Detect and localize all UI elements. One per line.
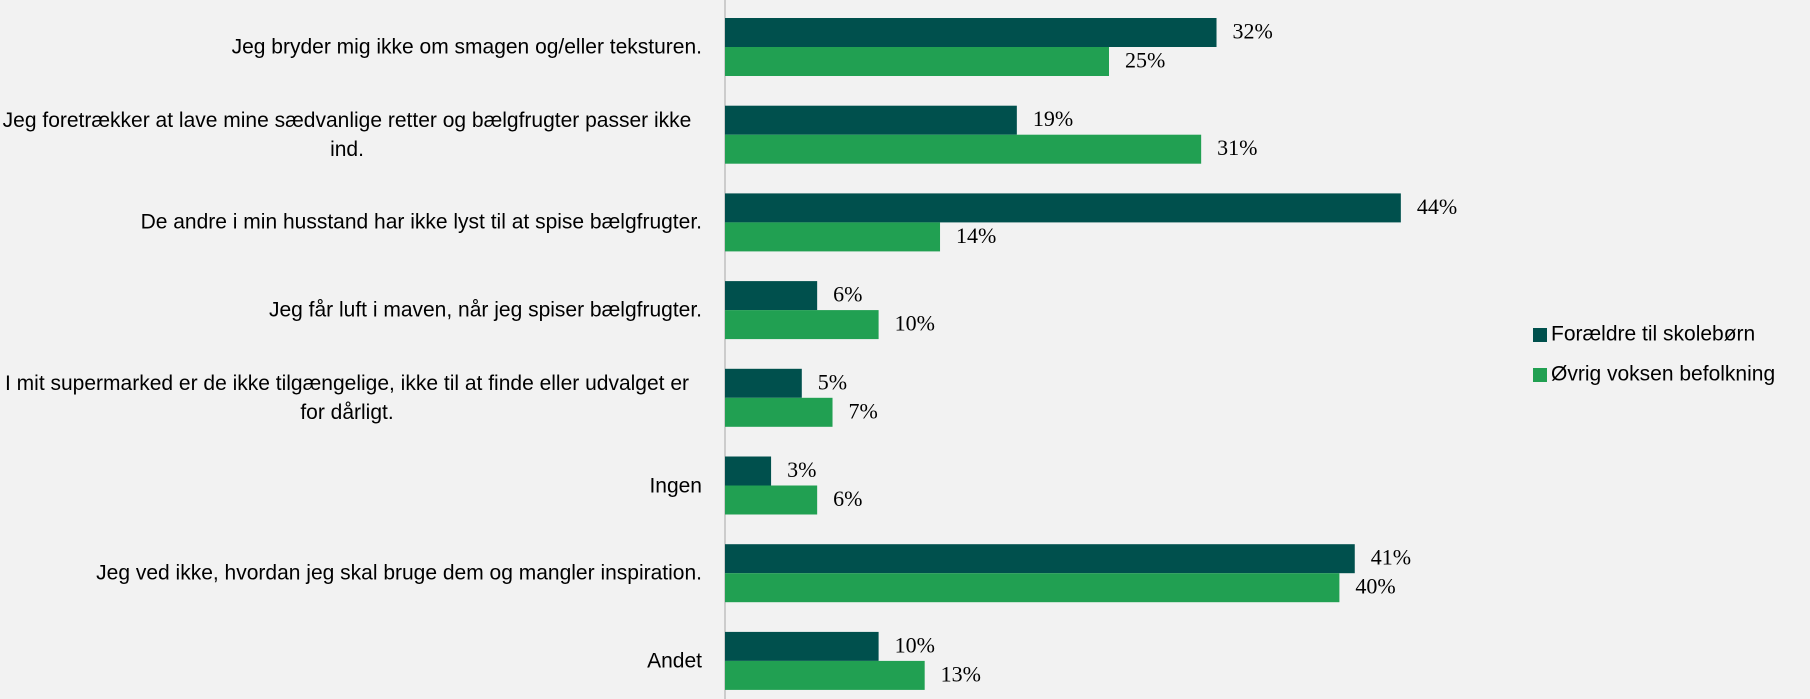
category-label: Jeg foretrækker at lave mine sædvanlige … [0,106,702,164]
value-label: 5% [818,369,847,394]
bar [725,660,925,690]
bar [725,18,1217,47]
value-label: 25% [1125,48,1165,73]
bar [725,281,818,311]
bar [725,134,1202,164]
bar [725,544,1355,574]
value-label: 44% [1417,194,1457,219]
category-text: Jeg får luft i maven, når jeg spiser bæl… [268,298,702,322]
value-label: 13% [941,661,981,686]
legend-label: Forældre til skolebørn [1551,323,1755,346]
bar [725,47,1109,76]
bar [725,573,1340,603]
bar [725,310,879,340]
value-label: 40% [1355,574,1395,599]
category-text: Jeg ved ikke, hvordan jeg skal bruge dem… [96,561,702,585]
category-label: Jeg får luft i maven, når jeg spiser bæl… [0,296,702,325]
legend-label: Øvrig voksen befolkning [1551,363,1775,386]
value-label: 10% [895,632,935,657]
value-label: 6% [833,486,862,511]
value-label: 14% [956,223,996,248]
bar [725,222,941,252]
category-label: I mit supermarked er de ikke tilgængelig… [0,369,702,427]
bar [725,631,879,661]
bar [725,368,802,398]
category-label: Andet [0,646,702,675]
category-text: Ingen [649,474,702,497]
category-label: Ingen [0,471,702,500]
bar [725,193,1401,223]
value-label: 3% [787,457,816,482]
category-text: De andre i min husstand har ikke lyst ti… [140,210,702,234]
bar [725,456,772,486]
category-text: Jeg bryder mig ikke om smagen og/eller t… [231,35,702,59]
legend-swatch [1533,368,1547,382]
category-text: Andet [647,649,702,673]
category-text: I mit supermarked er de ikke tilgængelig… [5,371,689,424]
value-label: 41% [1371,545,1411,570]
category-text: Jeg foretrækker at lave mine sædvanlige … [2,108,692,161]
category-label: Jeg bryder mig ikke om smagen og/eller t… [0,33,702,62]
value-label: 6% [833,282,862,307]
value-label: 32% [1233,19,1273,44]
legend-swatch [1533,328,1547,342]
bar [725,105,1017,135]
value-label: 10% [895,311,935,336]
value-label: 31% [1217,135,1257,160]
value-label: 7% [849,398,878,423]
bar [725,485,818,515]
category-label: De andre i min husstand har ikke lyst ti… [0,208,702,237]
value-label: 19% [1033,106,1073,131]
bar [725,397,833,427]
category-label: Jeg ved ikke, hvordan jeg skal bruge dem… [0,559,702,588]
